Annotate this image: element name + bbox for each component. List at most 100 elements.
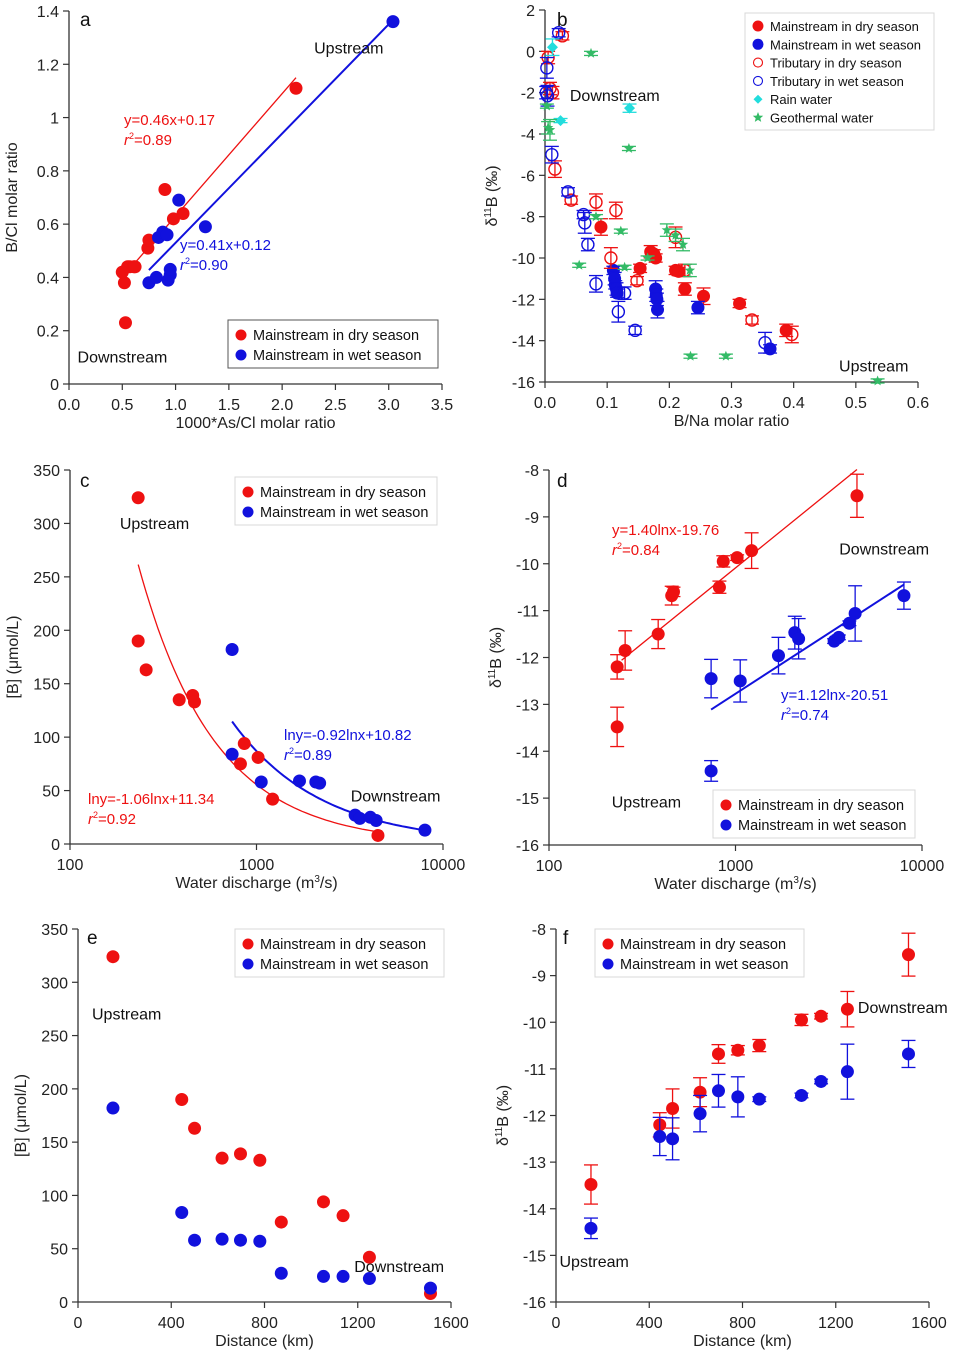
fit-r2-r: r [180,257,186,274]
y-tick-label: 1.4 [37,4,59,21]
y-tick-label: -12 [512,292,535,309]
fit-line [148,19,394,271]
y-tick-label: 100 [41,1188,68,1205]
series-mainstream-in-wet-season [583,1039,916,1240]
data-point [139,663,153,677]
y-tick-label: -11 [517,604,539,621]
data-point [684,264,696,275]
data-point [555,115,567,127]
data-point [555,29,570,43]
y-tick-label: 0.8 [37,164,59,181]
x-tick-label: 1.5 [218,397,240,414]
annotation-upstream: Upstream [839,359,908,376]
series-mainstream-in-dry-season [610,473,864,748]
x-tick-label: 10000 [900,858,945,875]
data-point [233,1147,247,1161]
data-point [604,251,618,265]
data-point [653,1129,667,1143]
data-point [711,1084,725,1098]
x-tick-label: 1.0 [164,397,186,414]
legend: Mainstream in dry season Mainstream in we… [744,12,935,131]
data-point [336,1269,350,1283]
legend-marker [235,329,247,341]
data-point [574,259,585,270]
y-tick-label: 0 [51,837,60,854]
data-point [792,632,806,646]
data-point [733,674,747,688]
data-point [897,589,911,603]
legend-marker [242,506,254,518]
series-mainstream-in-wet-season [106,1101,437,1295]
legend-marker [720,799,732,811]
legend-label: Tributary in dry season [770,56,902,71]
data-point [131,634,145,648]
legend-label: Mainstream in wet season [260,505,428,521]
legend-label: Geothermal water [770,111,874,126]
annotation-upstream: Upstream [314,41,383,58]
data-point [650,292,664,306]
y-axis-title-sup: 11 [494,1126,505,1137]
legend-frame [234,928,445,978]
y-tick-label: -8 [521,210,535,227]
y-tick-label: -8 [532,922,546,939]
x-tick-label: 1600 [433,1315,469,1332]
legend-marker [602,938,614,950]
fit-r2-r: r [284,747,290,764]
fit-equation: y=0.46x+0.17 [124,112,215,129]
y-axis-title: B/Cl molar ratio [4,142,21,252]
y-axis-title-sup: 11 [487,668,498,679]
data-point [253,1153,267,1167]
y-axis-title: δ11B (‰) [494,1085,512,1146]
data-point [172,693,186,707]
x-tick-label: 3.5 [431,397,453,414]
x-axis-title-prefix: Water discharge (m [654,876,793,893]
data-point [840,1065,854,1079]
x-axis-title: Water discharge (m3/s) [654,875,816,893]
x-axis-title: B/Na molar ratio [674,413,790,430]
x-tick-label: 0.3 [720,395,742,412]
data-point [677,239,689,249]
data-point [584,1178,598,1192]
data-point [872,375,883,386]
data-point [117,276,131,290]
data-point [581,237,595,252]
data-point [619,261,630,272]
x-tick-label: 0 [74,1315,83,1332]
data-point [712,580,726,594]
data-point [160,228,174,242]
data-point [693,1107,707,1121]
x-tick-label: 0.5 [845,395,867,412]
data-point [233,757,247,771]
data-point [585,47,597,58]
y-axis-title: δ11B (‰) [487,627,505,688]
x-tick-label: 10000 [421,857,466,874]
annotation-downstream: Downstream [858,1000,948,1017]
data-point [794,1088,808,1102]
data-point [561,185,575,199]
annotation-downstream: Downstream [570,88,660,105]
legend-label: Mainstream in wet season [620,957,788,973]
data-point [128,260,142,274]
legend-marker [752,20,764,32]
data-point [292,774,306,788]
data-point [546,41,558,53]
y-tick-label: -15 [516,791,539,808]
fit-r2-r: r [612,542,618,559]
fit-r2-sup: 2 [93,810,98,820]
y-tick-label: -10 [523,1015,546,1032]
fit-r2: r2=0.90 [180,256,228,274]
data-point [745,313,759,327]
data-point [274,1215,288,1229]
data-point [131,491,145,505]
data-point [623,143,635,153]
data-point [590,211,602,222]
data-point [316,1195,330,1209]
fit-equation: y=1.40lnx-19.76 [612,522,719,539]
series-mainstream-in-wet-season [606,263,778,356]
fit-r2-r: r [781,707,787,724]
legend-marker [752,112,764,122]
y-tick-label: 300 [33,516,60,533]
y-axis-title-prefix: δ [495,1137,512,1146]
data-point [198,220,212,234]
fit-equation: lny=-1.06lnx+11.34 [88,791,214,808]
